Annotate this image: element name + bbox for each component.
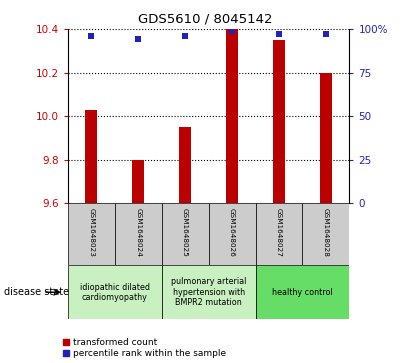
Text: GSM1648023: GSM1648023 [88,208,94,257]
Legend: transformed count, percentile rank within the sample: transformed count, percentile rank withi… [62,338,226,359]
Text: GSM1648026: GSM1648026 [229,208,235,257]
Bar [302,203,349,265]
Bar [162,203,209,265]
Bar [85,110,97,203]
Text: GDS5610 / 8045142: GDS5610 / 8045142 [138,13,273,26]
Bar [115,203,162,265]
Text: healthy control: healthy control [272,288,333,297]
Point [88,33,95,39]
Point [323,31,329,37]
Bar [162,265,256,319]
Bar [256,203,302,265]
Bar [179,127,191,203]
Bar [132,160,144,203]
Point [229,28,236,34]
Text: GSM1648024: GSM1648024 [135,208,141,257]
Bar [273,40,285,203]
Text: idiopathic dilated
cardiomyopathy: idiopathic dilated cardiomyopathy [80,282,150,302]
Text: GSM1648025: GSM1648025 [182,208,188,257]
Bar [68,265,162,319]
Text: GSM1648028: GSM1648028 [323,208,329,257]
Text: GSM1648027: GSM1648027 [276,208,282,257]
Text: pulmonary arterial
hypertension with
BMPR2 mutation: pulmonary arterial hypertension with BMP… [171,277,246,307]
Point [276,31,282,37]
Bar [226,29,238,203]
Bar [256,265,349,319]
Text: disease state: disease state [4,287,69,297]
Point [135,37,141,42]
Bar [68,203,115,265]
Bar [208,203,256,265]
Point [182,33,188,39]
Bar [320,73,332,203]
